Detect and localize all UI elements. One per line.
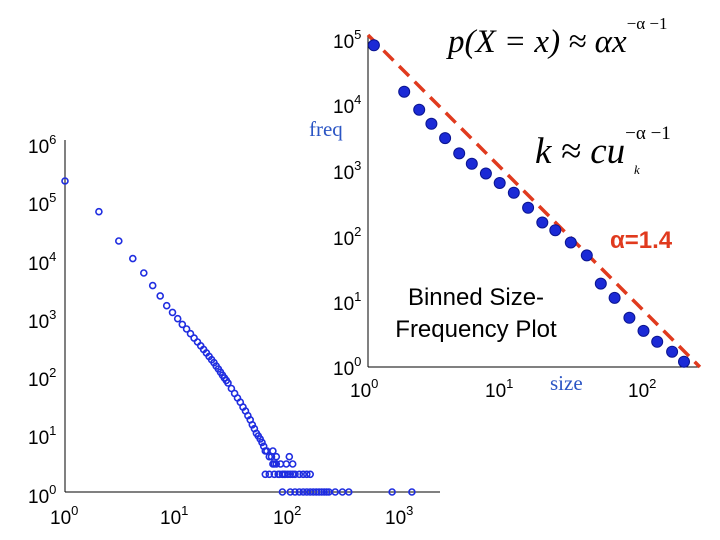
- raw-xtick-label: 100: [50, 503, 78, 529]
- raw-data-point: [258, 438, 266, 447]
- raw-data-point: [162, 301, 171, 310]
- raw-ytick-label: 100: [28, 482, 56, 508]
- binned-data-point: [439, 132, 452, 145]
- binned-data-point: [453, 147, 466, 160]
- raw-data-point: [115, 237, 123, 245]
- raw-data-point: [140, 269, 148, 277]
- binned-xtick-label: 102: [628, 376, 656, 402]
- raw-data-point: [283, 470, 292, 479]
- raw-data-point: [148, 281, 157, 290]
- binned-data-point: [536, 216, 549, 229]
- raw-data-point: [408, 488, 416, 496]
- raw-data-point: [95, 207, 103, 216]
- binned-xtick-label: 100: [350, 376, 378, 402]
- raw-data-point: [61, 177, 69, 185]
- raw-ytick-label: 106: [28, 132, 56, 158]
- binned-points: [367, 39, 690, 368]
- binned-data-point: [637, 324, 650, 337]
- raw-data-point: [299, 470, 308, 479]
- raw-ytick-label: 101: [28, 423, 56, 449]
- raw-data-point: [320, 488, 329, 496]
- raw-data-point: [272, 452, 281, 461]
- raw-data-point: [178, 320, 187, 329]
- raw-data-point: [315, 488, 323, 496]
- binned-y-axis-label: freq: [309, 117, 343, 141]
- binned-ytick-label: 102: [333, 224, 361, 250]
- raw-data-point: [291, 488, 299, 496]
- binned-ytick-label: 105: [333, 27, 361, 53]
- binned-ytick-label: 103: [333, 158, 361, 184]
- raw-data-point: [270, 470, 279, 479]
- raw-data-point: [173, 314, 182, 323]
- binned-data-point: [465, 157, 478, 170]
- raw-data-point: [129, 254, 137, 263]
- raw-xtick-label: 102: [273, 503, 301, 529]
- raw-data-point: [299, 488, 308, 496]
- raw-data-point: [302, 470, 311, 479]
- binned-data-point: [608, 291, 621, 304]
- raw-data-point: [295, 488, 304, 496]
- raw-ytick-label: 105: [28, 190, 56, 216]
- binned-data-point: [493, 177, 506, 189]
- raw-data-point: [317, 488, 326, 496]
- binned-xtick-label: 101: [485, 376, 513, 402]
- binned-data-point: [594, 277, 607, 290]
- raw-data-point: [344, 488, 353, 496]
- binned-data-point: [580, 249, 593, 262]
- raw-data-point: [224, 379, 232, 387]
- binned-data-point: [398, 85, 411, 98]
- raw-chart: 106 105 104 103 102 101 100 100 101 102 …: [28, 132, 440, 529]
- raw-data-point: [306, 470, 315, 479]
- binned-chart-title-line2: Frequency Plot: [395, 316, 557, 343]
- pmf-formula: p(X = x) ≈ αx−α −1: [446, 14, 667, 60]
- raw-data-point: [295, 470, 304, 479]
- raw-data-point: [168, 308, 177, 317]
- binned-data-point: [678, 355, 690, 368]
- binned-data-point: [507, 186, 520, 199]
- binned-data-point: [564, 236, 577, 249]
- binned-x-axis-label: size: [550, 371, 583, 395]
- raw-data-point: [272, 460, 281, 468]
- raw-data-point: [285, 452, 294, 461]
- fit-line: [366, 33, 702, 369]
- raw-data-point: [286, 488, 295, 496]
- raw-points: [61, 177, 416, 496]
- raw-ytick-label: 103: [28, 307, 56, 333]
- binned-data-point: [651, 335, 664, 348]
- raw-data-point: [288, 460, 297, 468]
- binned-data-point: [623, 311, 636, 324]
- binned-ytick-label: 104: [333, 92, 361, 118]
- raw-xtick-label: 103: [385, 503, 413, 529]
- binned-data-point: [367, 39, 380, 52]
- k-formula: k ≈ cu−α −1: [535, 123, 671, 172]
- binned-data-point: [666, 345, 679, 358]
- raw-data-point: [281, 470, 290, 479]
- raw-data-point: [265, 470, 274, 479]
- raw-xtick-label: 101: [160, 503, 188, 529]
- raw-data-point: [269, 447, 277, 455]
- binned-chart-title-line1: Binned Size-: [408, 284, 544, 311]
- raw-data-point: [182, 325, 191, 333]
- raw-data-point: [156, 292, 164, 300]
- raw-ytick-label: 102: [28, 365, 56, 391]
- raw-data-point: [388, 488, 396, 496]
- alpha-annotation: α=1.4: [610, 227, 673, 254]
- binned-chart: 105 104 103 102 101 100 100 101 102 freq…: [309, 14, 702, 402]
- raw-data-point: [186, 329, 195, 338]
- binned-data-point: [549, 224, 562, 237]
- raw-ytick-label: 104: [28, 249, 56, 275]
- binned-data-point: [413, 103, 426, 116]
- binned-data-point: [479, 167, 492, 180]
- raw-data-point: [278, 488, 287, 496]
- raw-data-point: [286, 470, 295, 479]
- k-formula-subscript: k: [634, 162, 640, 177]
- binned-ytick-label: 101: [333, 289, 361, 315]
- binned-ytick-label: 100: [333, 354, 361, 380]
- raw-data-point: [331, 488, 340, 496]
- binned-data-point: [522, 201, 535, 214]
- binned-data-point: [425, 117, 438, 130]
- raw-data-point: [261, 470, 270, 479]
- raw-data-point: [291, 470, 299, 479]
